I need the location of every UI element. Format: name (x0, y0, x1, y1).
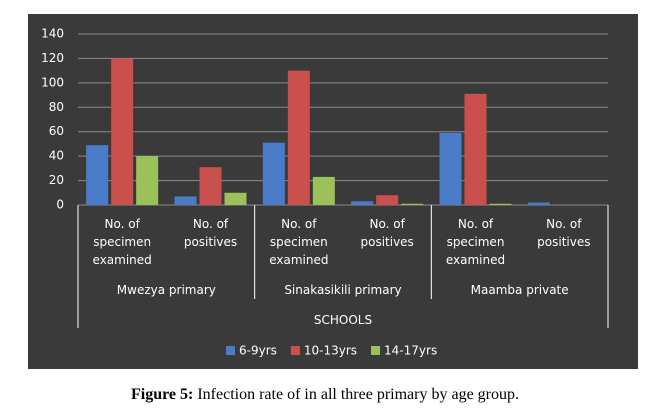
bar (351, 201, 374, 205)
y-tick-label: 0 (56, 198, 64, 212)
x-tick-label: No. of specimen examined (445, 217, 506, 267)
x-tick-label: No. of specimen examined (92, 217, 152, 267)
bar (376, 195, 399, 205)
x-axis-label: SCHOOLS (313, 313, 373, 327)
group-label: Maamba private (470, 283, 569, 297)
chart: 0 20 40 60 80 100 120 140 6-9yrs 10-13yrs 14-17yrs… (28, 14, 638, 369)
legend-swatch (226, 346, 235, 355)
bar (439, 132, 462, 205)
y-tick-label: 140 (41, 27, 64, 41)
bar (489, 203, 512, 205)
y-tick-label: 100 (41, 75, 64, 89)
y-tick-label: 20 (49, 173, 64, 187)
x-tick-label: No. of specimen examined (269, 217, 329, 267)
caption-text: Infection rate of in all three primary b… (197, 386, 519, 403)
bar (136, 156, 159, 205)
bar (262, 142, 285, 205)
bar (86, 145, 109, 205)
x-tick-label: No. of positives (537, 217, 591, 249)
legend-label: 6-9yrs (239, 344, 277, 358)
bar (199, 167, 222, 205)
bar (174, 196, 197, 205)
group-label: Mwezya primary (116, 283, 216, 297)
bar (224, 192, 247, 205)
chart-svg: 0 20 40 60 80 100 120 140 6-9yrs 10-13yrs 14-17yrs (41, 27, 609, 358)
y-tick-label: 120 (41, 51, 64, 65)
caption: Figure 5: Infection rate of in all three… (0, 386, 650, 404)
legend-swatch (371, 346, 381, 355)
legend-label: 14-17yrs (384, 344, 437, 358)
bar (312, 176, 335, 205)
bar (527, 202, 550, 205)
legend-label: 10-13yrs (304, 344, 357, 358)
y-tick-label: 80 (49, 100, 64, 114)
caption-label: Figure 5: (130, 386, 194, 403)
bar (111, 58, 134, 205)
bar (401, 203, 424, 205)
bar (287, 70, 310, 205)
bar (464, 93, 487, 205)
legend-swatch (290, 346, 300, 355)
group-label: Sinakasikili primary (284, 283, 402, 297)
y-tick-label: 40 (49, 149, 64, 163)
x-tick-label: No. of positives (360, 217, 414, 249)
y-tick-label: 60 (49, 124, 64, 138)
x-tick-label: No. of positives (183, 217, 238, 249)
